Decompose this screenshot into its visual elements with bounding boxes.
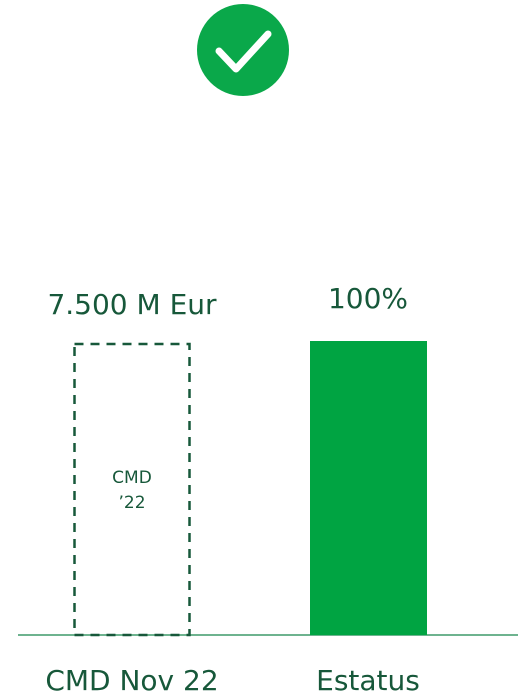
target-inner-label: CMD	[112, 468, 152, 488]
target-label: 7.500 M Eur	[47, 288, 217, 321]
target-box	[73, 342, 191, 637]
value-label: 100%	[328, 282, 408, 315]
check-icon	[197, 4, 289, 96]
x-tick-label: CMD Nov 22	[45, 664, 218, 697]
target-inner-label: ’22	[118, 493, 145, 513]
bar	[310, 341, 427, 635]
x-tick-label: Estatus	[316, 664, 420, 697]
